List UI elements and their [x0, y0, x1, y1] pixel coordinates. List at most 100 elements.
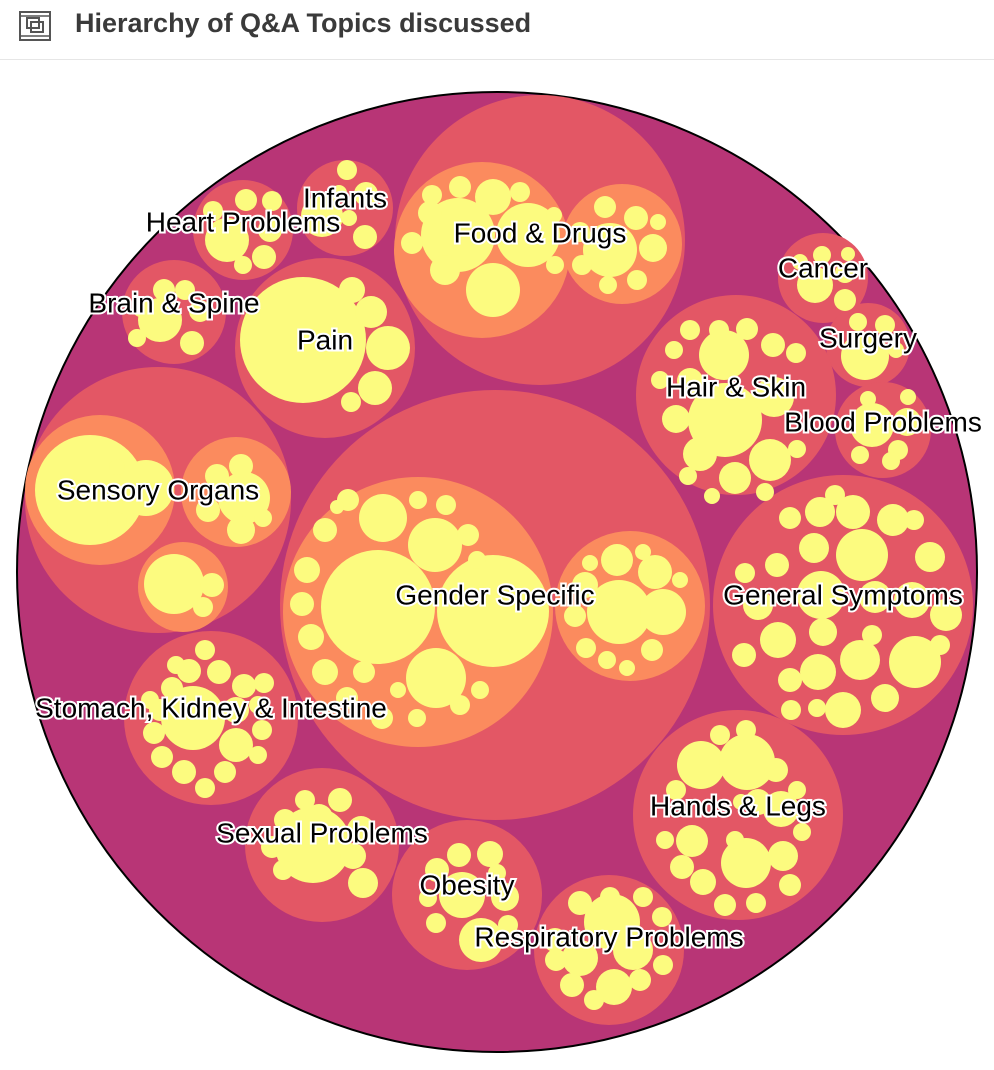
leaf-circle[interactable] [638, 555, 672, 589]
leaf-circle[interactable] [888, 342, 904, 358]
leaf-circle[interactable] [331, 185, 347, 201]
leaf-circle[interactable] [491, 883, 519, 911]
leaf-circle[interactable] [254, 673, 274, 693]
leaf-circle[interactable] [107, 512, 127, 532]
leaf-circle[interactable] [457, 524, 479, 546]
leaf-circle[interactable] [358, 371, 392, 405]
leaf-circle[interactable] [600, 887, 620, 907]
leaf-circle[interactable] [710, 725, 730, 745]
leaf-circle[interactable] [714, 894, 736, 916]
leaf-circle[interactable] [447, 843, 471, 867]
leaf-circle[interactable] [768, 841, 798, 871]
leaf-circle[interactable] [313, 518, 337, 542]
leaf-circle[interactable] [144, 554, 204, 614]
leaf-circle[interactable] [624, 206, 648, 230]
leaf-circle[interactable] [788, 781, 806, 799]
leaf-circle[interactable] [629, 969, 651, 991]
leaf-circle[interactable] [195, 778, 215, 798]
leaf-circle[interactable] [570, 222, 590, 242]
leaf-circle[interactable] [805, 497, 835, 527]
leaf-circle[interactable] [572, 255, 592, 275]
leaf-circle[interactable] [223, 697, 249, 723]
leaf-circle[interactable] [893, 408, 921, 436]
leaf-circle[interactable] [475, 179, 511, 215]
leaf-circle[interactable] [889, 636, 941, 688]
leaf-circle[interactable] [466, 263, 520, 317]
leaf-circle[interactable] [930, 635, 950, 655]
leaf-circle[interactable] [746, 893, 766, 913]
leaf-circle[interactable] [252, 720, 272, 740]
leaf-circle[interactable] [353, 225, 377, 249]
leaf-circle[interactable] [337, 160, 357, 180]
leaf-circle[interactable] [699, 330, 749, 380]
leaf-circle[interactable] [341, 210, 357, 226]
leaf-circle[interactable] [871, 684, 899, 712]
leaf-circle[interactable] [652, 907, 672, 927]
leaf-circle[interactable] [305, 804, 333, 832]
leaf-circle[interactable] [670, 855, 694, 879]
leaf-circle[interactable] [756, 483, 774, 501]
leaf-circle[interactable] [650, 214, 666, 230]
leaf-circle[interactable] [252, 245, 276, 269]
leaf-circle[interactable] [161, 677, 183, 699]
leaf-circle[interactable] [227, 516, 255, 544]
leaf-circle[interactable] [736, 318, 758, 340]
leaf-circle[interactable] [786, 343, 806, 363]
leaf-circle[interactable] [859, 581, 891, 613]
leaf-circle[interactable] [235, 189, 257, 211]
leaf-circle[interactable] [709, 320, 729, 340]
leaf-circle[interactable] [877, 504, 909, 536]
leaf-circle[interactable] [792, 254, 808, 270]
leaf-circle[interactable] [261, 836, 283, 858]
leaf-circle[interactable] [676, 825, 708, 857]
leaf-circle[interactable] [193, 597, 213, 617]
leaf-circle[interactable] [754, 377, 794, 417]
leaf-circle[interactable] [437, 555, 549, 667]
leaf-circle[interactable] [172, 760, 196, 784]
leaf-circle[interactable] [132, 299, 150, 317]
leaf-circle[interactable] [779, 874, 801, 896]
leaf-circle[interactable] [894, 582, 930, 618]
leaf-circle[interactable] [904, 510, 924, 530]
leaf-circle[interactable] [167, 656, 185, 674]
leaf-circle[interactable] [764, 758, 788, 782]
leaf-circle[interactable] [836, 529, 888, 581]
leaf-circle[interactable] [189, 300, 211, 322]
leaf-circle[interactable] [258, 218, 282, 242]
leaf-circle[interactable] [249, 696, 267, 714]
leaf-circle[interactable] [582, 555, 598, 571]
leaf-circle[interactable] [203, 201, 223, 221]
leaf-circle[interactable] [704, 488, 720, 504]
leaf-circle[interactable] [726, 831, 744, 849]
leaf-circle[interactable] [930, 599, 962, 631]
leaf-circle[interactable] [430, 255, 460, 285]
leaf-circle[interactable] [419, 889, 437, 907]
leaf-circle[interactable] [347, 816, 375, 844]
leaf-circle[interactable] [797, 571, 845, 619]
leaf-circle[interactable] [128, 329, 146, 347]
leaf-circle[interactable] [207, 660, 231, 684]
leaf-circle[interactable] [882, 452, 900, 470]
leaf-circle[interactable] [672, 572, 688, 588]
leaf-circle[interactable] [408, 709, 426, 727]
leaf-circle[interactable] [426, 913, 446, 933]
leaf-circle[interactable] [584, 990, 604, 1010]
leaf-circle[interactable] [662, 405, 690, 433]
leaf-circle[interactable] [781, 700, 801, 720]
leaf-circle[interactable] [841, 247, 855, 261]
leaf-circle[interactable] [599, 276, 617, 294]
leaf-circle[interactable] [543, 928, 567, 952]
leaf-circle[interactable] [797, 267, 833, 303]
leaf-circle[interactable] [733, 794, 749, 810]
leaf-circle[interactable] [401, 232, 423, 254]
leaf-circle[interactable] [639, 234, 667, 262]
leaf-circle[interactable] [240, 277, 366, 403]
leaf-circle[interactable] [850, 403, 894, 447]
leaf-circle[interactable] [205, 464, 229, 488]
leaf-circle[interactable] [143, 722, 165, 744]
leaf-circle[interactable] [690, 869, 716, 895]
leaf-circle[interactable] [141, 691, 159, 709]
leaf-circle[interactable] [651, 371, 669, 389]
leaf-circle[interactable] [779, 507, 801, 529]
leaf-circle[interactable] [336, 687, 358, 709]
